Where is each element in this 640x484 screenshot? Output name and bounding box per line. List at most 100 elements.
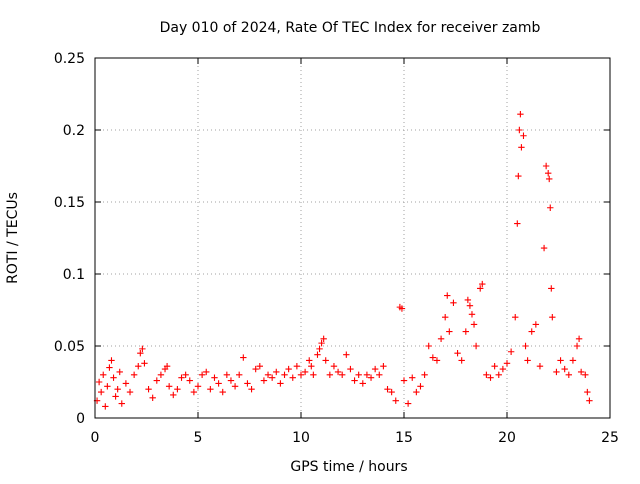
data-point — [112, 393, 119, 400]
x-tick-label: 0 — [91, 430, 100, 446]
data-point — [118, 400, 125, 407]
data-point — [320, 335, 327, 342]
data-point — [565, 371, 572, 378]
data-point — [219, 388, 226, 396]
y-tick-label: 0 — [76, 411, 85, 427]
y-tick-label: 0.15 — [54, 195, 85, 211]
data-point — [425, 342, 432, 350]
data-point — [306, 357, 313, 364]
data-point — [384, 386, 391, 393]
data-point — [499, 365, 507, 373]
data-point — [244, 380, 251, 387]
data-point — [256, 362, 263, 370]
grid-lines — [95, 58, 610, 418]
data-point — [545, 170, 552, 177]
data-point — [277, 380, 284, 387]
data-point — [316, 345, 323, 353]
data-point — [322, 357, 329, 364]
data-point — [355, 371, 362, 378]
data-point — [421, 371, 428, 378]
data-point — [157, 371, 165, 378]
data-point — [516, 126, 523, 134]
data-point — [398, 305, 406, 312]
data-point — [203, 368, 210, 376]
data-point — [483, 371, 490, 378]
data-point — [326, 371, 334, 378]
data-point — [442, 314, 449, 321]
data-point — [308, 362, 315, 370]
data-point — [472, 342, 480, 350]
data-point — [273, 368, 280, 376]
x-tick-label: 25 — [601, 430, 619, 446]
data-point — [122, 380, 130, 387]
data-point — [318, 339, 325, 347]
data-point — [524, 357, 531, 364]
data-point — [170, 391, 177, 399]
y-axis-label: ROTI / TECUs — [5, 192, 21, 284]
x-tick-label: 5 — [194, 430, 203, 446]
data-point — [268, 374, 276, 381]
data-point — [575, 335, 583, 342]
data-point — [100, 371, 107, 378]
axis-ticks: 0 5 10 15 20 25 0 0.05 0.1 0.15 0.2 0.25 — [54, 51, 619, 446]
data-point — [190, 388, 198, 396]
data-point — [95, 378, 103, 386]
data-point — [130, 371, 138, 378]
data-point — [536, 362, 544, 370]
data-point — [97, 388, 105, 396]
y-tick-label: 0.25 — [54, 51, 85, 67]
data-point — [584, 388, 591, 396]
data-point — [248, 386, 255, 393]
data-point — [446, 328, 453, 335]
data-point — [464, 296, 472, 304]
data-point — [145, 386, 152, 393]
data-point — [153, 377, 160, 384]
data-point — [367, 374, 375, 381]
data-point — [433, 357, 441, 364]
data-point — [240, 354, 247, 361]
data-point — [108, 357, 115, 364]
data-point — [126, 388, 134, 396]
data-point — [289, 374, 296, 381]
data-point — [491, 362, 498, 370]
data-point — [487, 374, 494, 381]
data-point — [515, 172, 522, 180]
data-point — [339, 371, 346, 378]
data-point — [293, 362, 301, 370]
data-point — [198, 371, 206, 378]
data-point — [520, 132, 527, 139]
data-point — [553, 368, 560, 376]
data-point — [392, 397, 399, 404]
data-point — [236, 371, 243, 378]
data-point — [549, 314, 556, 321]
x-axis-label: GPS time / hours — [290, 459, 407, 475]
data-point — [522, 342, 529, 350]
data-point — [547, 204, 554, 211]
data-point — [528, 328, 535, 335]
data-point — [106, 364, 113, 371]
data-point — [517, 110, 524, 118]
data-point — [114, 386, 121, 393]
data-point — [518, 144, 525, 151]
data-point — [477, 285, 484, 292]
data-point — [532, 321, 540, 328]
y-tick-label: 0.2 — [63, 123, 85, 139]
x-tick-label: 15 — [395, 430, 413, 446]
data-point — [149, 394, 156, 402]
data-point — [285, 365, 292, 373]
data-point — [458, 357, 465, 364]
data-point — [503, 360, 511, 367]
data-point — [137, 350, 144, 357]
data-point — [102, 403, 109, 410]
data-point — [514, 220, 521, 227]
data-point — [363, 371, 371, 378]
data-point — [557, 357, 564, 364]
data-point — [343, 351, 350, 358]
data-point — [468, 311, 476, 318]
data-point — [207, 386, 214, 393]
data-point — [495, 371, 502, 378]
data-point — [540, 244, 548, 252]
data-point — [301, 368, 309, 376]
data-point — [347, 365, 354, 373]
